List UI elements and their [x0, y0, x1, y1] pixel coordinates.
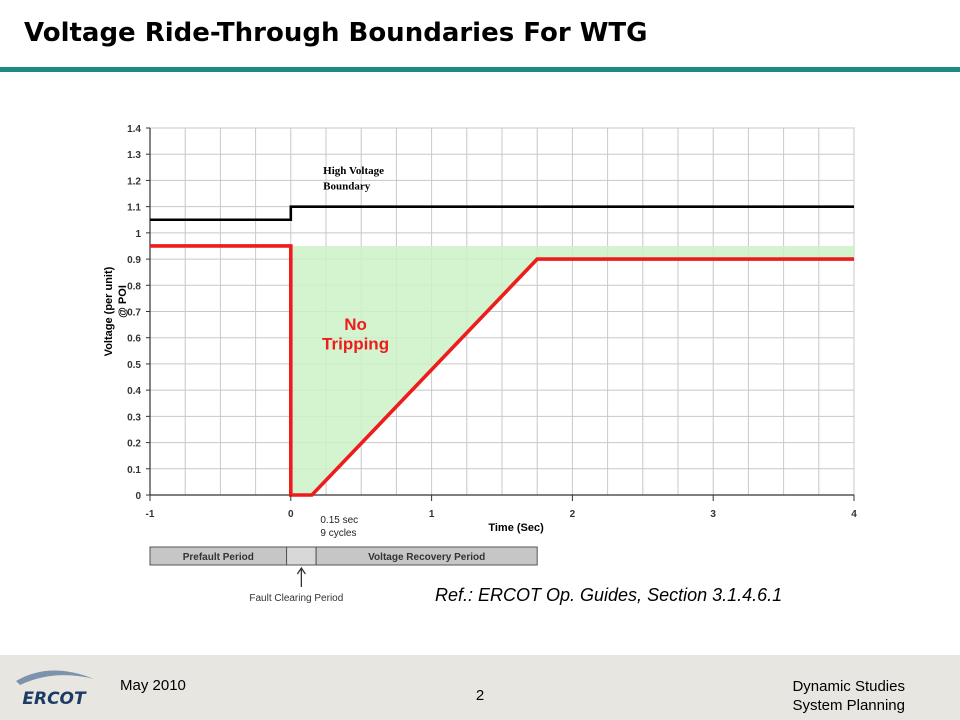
footer-date: May 2010 [120, 677, 186, 694]
y-tick-label: 0.6 [127, 334, 141, 345]
y-tick-label: 1.3 [127, 150, 141, 161]
chart-grid [149, 127, 855, 496]
y-tick-label: 1 [135, 229, 141, 240]
ride-through-chart: 0 0.1 0.2 0.3 0.4 0.5 0.6 0.7 0.8 0.9 1 1.1 1.2 1.3 1.… [103, 124, 857, 604]
page-number: 2 [475, 687, 485, 704]
y-tick-label: 1.4 [127, 124, 141, 135]
y-tick-label: 0.8 [127, 281, 141, 292]
reference-note: Ref.: ERCOT Op. Guides, Section 3.1.4.6.… [435, 585, 783, 605]
x-tick-label: 2 [570, 509, 576, 520]
y-tick-labels: 0 0.1 0.2 0.3 0.4 0.5 0.6 0.7 0.8 0.9 1 1.1 1.2 1.3 1.… [127, 124, 150, 502]
no-tripping-label-2: Tripping [322, 335, 389, 354]
hv-boundary-label-2: Boundary [323, 181, 371, 193]
x-tick-labels: -1 0 1 2 3 4 [146, 495, 857, 520]
hv-boundary-label: High Voltage [323, 165, 384, 177]
x-tick-label: -1 [146, 509, 155, 520]
x-axis-label: Time (Sec) [488, 522, 544, 534]
department-line-1: Dynamic Studies [792, 678, 905, 695]
fault-clearing-period-label: Fault Clearing Period [249, 593, 343, 604]
y-tick-label: 1.1 [127, 203, 141, 214]
no-tripping-label: No [344, 315, 367, 334]
y-axis-label-poi: @ POI [117, 285, 129, 318]
logo-swoosh [16, 670, 94, 685]
ercot-logo: ERCOT [16, 670, 94, 707]
prefault-period-label: Prefault Period [183, 552, 254, 563]
fault-clearing-arrow [296, 566, 306, 587]
series-layer [150, 205, 854, 497]
y-tick-label: 0.3 [127, 412, 141, 423]
y-tick-label: 0 [135, 491, 141, 502]
y-tick-label: 0.1 [127, 465, 141, 476]
y-tick-label: 1.2 [127, 176, 141, 187]
recovery-period-label: Voltage Recovery Period [368, 552, 485, 563]
footer: ERCOT May 2010 2 Dynamic Studies System … [0, 655, 960, 720]
high-voltage-boundary-line [150, 205, 854, 222]
slide-title: Voltage Ride-Through Boundaries For WTG [24, 18, 648, 48]
low-voltage-boundary-line [150, 244, 854, 497]
y-tick-label: 0.2 [127, 439, 141, 450]
y-tick-label: 0.9 [127, 255, 141, 266]
recovery-period-bar [315, 546, 538, 566]
fault-clear-cycles-label: 9 cycles [320, 528, 356, 539]
fault-clear-time-label: 0.15 sec [320, 515, 358, 526]
x-tick-label: 0 [288, 509, 294, 520]
department-line-2: System Planning [792, 697, 905, 714]
x-tick-label: 4 [851, 509, 857, 520]
fault-clearing-period-bar [286, 546, 317, 566]
y-tick-label: 0.4 [127, 386, 141, 397]
y-tick-label: 0.7 [127, 308, 141, 319]
x-tick-label: 1 [429, 509, 435, 520]
y-axis-label: Voltage (per unit) [103, 266, 115, 356]
title-rule [0, 67, 960, 72]
no-tripping-region [290, 245, 854, 495]
period-bar: Prefault Period Voltage Recovery Period … [149, 546, 538, 604]
logo-text: ERCOT [22, 689, 87, 707]
x-tick-label: 3 [710, 509, 716, 520]
y-tick-label: 0.5 [127, 360, 141, 371]
department: Dynamic Studies System Planning [792, 677, 905, 715]
